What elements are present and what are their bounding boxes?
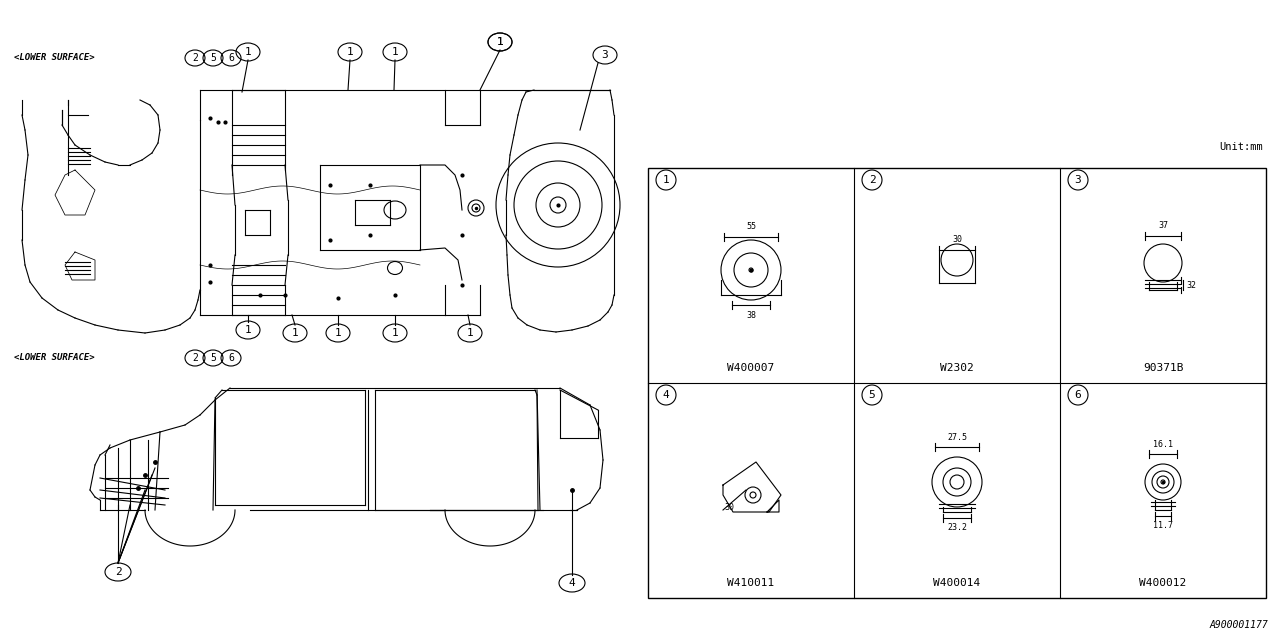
Text: 6: 6 bbox=[228, 353, 234, 363]
Text: 2: 2 bbox=[869, 175, 876, 185]
Text: W2302: W2302 bbox=[940, 363, 974, 373]
Text: 1: 1 bbox=[392, 47, 398, 57]
Text: 16.1: 16.1 bbox=[1153, 440, 1172, 449]
Text: 2: 2 bbox=[192, 353, 198, 363]
Text: 55: 55 bbox=[746, 222, 756, 231]
Text: 30: 30 bbox=[952, 235, 963, 244]
Text: 6: 6 bbox=[1075, 390, 1082, 400]
Text: 1: 1 bbox=[244, 325, 251, 335]
Text: 1: 1 bbox=[467, 328, 474, 338]
Text: 27.5: 27.5 bbox=[947, 433, 966, 442]
Text: 1: 1 bbox=[663, 175, 669, 185]
Text: 1: 1 bbox=[292, 328, 298, 338]
Text: 1: 1 bbox=[497, 37, 503, 47]
Text: 1: 1 bbox=[347, 47, 353, 57]
Text: 1: 1 bbox=[334, 328, 342, 338]
Text: 1: 1 bbox=[497, 37, 503, 47]
Text: 2: 2 bbox=[192, 53, 198, 63]
Text: 4: 4 bbox=[663, 390, 669, 400]
Text: 6: 6 bbox=[228, 53, 234, 63]
Text: <LOWER SURFACE>: <LOWER SURFACE> bbox=[14, 54, 95, 63]
Text: 23.2: 23.2 bbox=[947, 523, 966, 532]
Text: 2: 2 bbox=[115, 567, 122, 577]
Text: <LOWER SURFACE>: <LOWER SURFACE> bbox=[14, 353, 95, 362]
Text: 32: 32 bbox=[1187, 280, 1196, 289]
Text: W400012: W400012 bbox=[1139, 578, 1187, 588]
Text: 5: 5 bbox=[210, 353, 216, 363]
Text: 38: 38 bbox=[746, 311, 756, 320]
Text: 5: 5 bbox=[210, 53, 216, 63]
Text: 11.7: 11.7 bbox=[1153, 521, 1172, 530]
Text: 90371B: 90371B bbox=[1143, 363, 1183, 373]
Text: A900001177: A900001177 bbox=[1210, 620, 1268, 630]
Text: 3: 3 bbox=[602, 50, 608, 60]
Text: 3: 3 bbox=[1075, 175, 1082, 185]
Text: Unit:mm: Unit:mm bbox=[1220, 142, 1263, 152]
Text: 1: 1 bbox=[392, 328, 398, 338]
Text: W400014: W400014 bbox=[933, 578, 980, 588]
Text: 1: 1 bbox=[244, 47, 251, 57]
Text: W400007: W400007 bbox=[727, 363, 774, 373]
Text: 37: 37 bbox=[1158, 221, 1169, 230]
Bar bbox=[648, 168, 1266, 598]
Text: 4: 4 bbox=[568, 578, 576, 588]
Text: 30: 30 bbox=[724, 504, 733, 513]
Text: W410011: W410011 bbox=[727, 578, 774, 588]
Text: 5: 5 bbox=[869, 390, 876, 400]
